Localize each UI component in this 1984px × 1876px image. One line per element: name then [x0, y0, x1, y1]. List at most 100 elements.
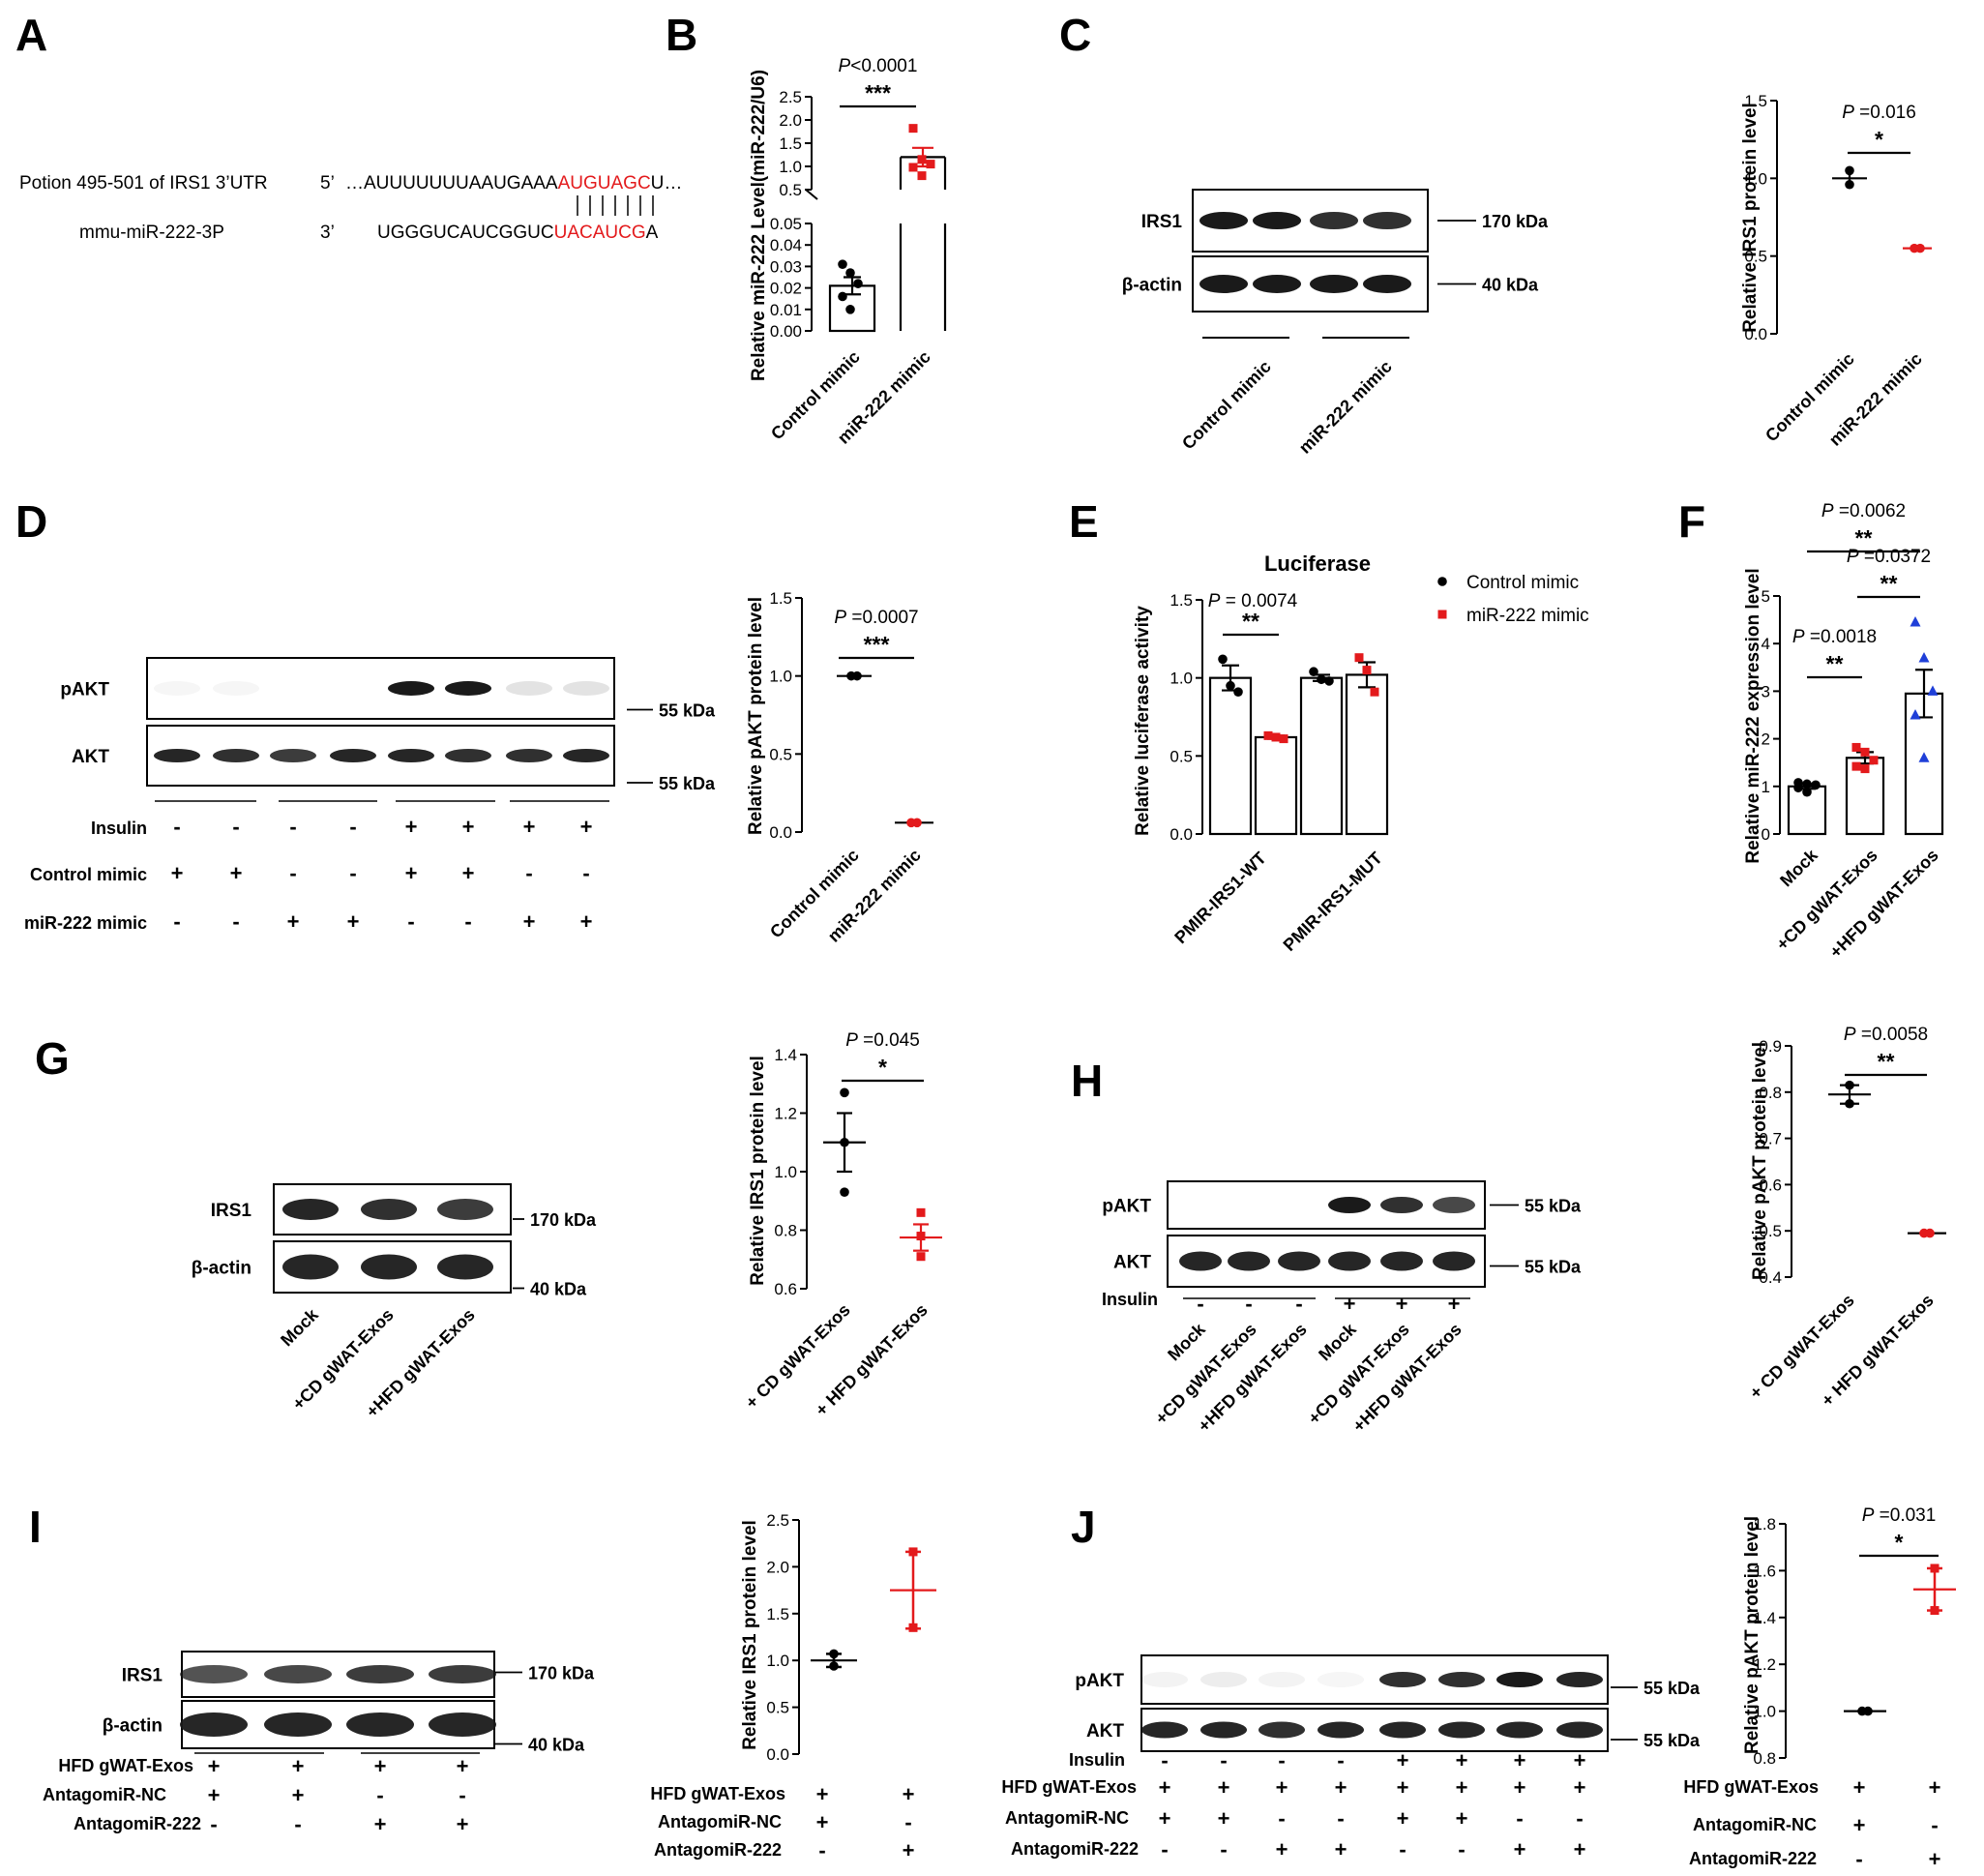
j-y-tick-label: 1.0 [1753, 1703, 1776, 1721]
h-row-label: AKT [1113, 1253, 1151, 1273]
d-condition-sign: - [232, 909, 239, 934]
d-condition-sign: - [173, 909, 180, 934]
g-x-label: Mock [277, 1304, 322, 1350]
d-p-value: P =0.0007 [834, 608, 918, 628]
b-upper-y-tick-label: 1.5 [779, 134, 802, 153]
i-chart-condition-sign: + [903, 1782, 915, 1806]
d-y-title: Relative pAKT protein level [746, 597, 766, 835]
j-p-value: P =0.031 [1862, 1505, 1937, 1526]
h-band [1278, 1251, 1320, 1271]
d-condition-sign: - [232, 815, 239, 839]
j-band [1379, 1721, 1426, 1739]
i-condition-sign: + [374, 1812, 387, 1836]
i-condition-sign: + [292, 1754, 305, 1778]
e-bar [1299, 676, 1344, 836]
g-significance-stars: * [878, 1055, 887, 1080]
j-condition-sign: + [1218, 1775, 1230, 1800]
d-band [213, 681, 259, 696]
d-condition-sign: + [405, 815, 418, 839]
h-x-label: Mock [1164, 1319, 1209, 1364]
c-y-tick-label: 0.0 [1744, 325, 1767, 343]
i-size-marker: 40 kDa [528, 1736, 585, 1755]
e-x-label: PMIR-IRS1-WT [1170, 849, 1270, 948]
i-row-label: β-actin [103, 1716, 163, 1737]
e-legend-label: Control mimic [1466, 573, 1579, 593]
j-condition-sign: + [1514, 1775, 1526, 1800]
g-point [916, 1232, 926, 1241]
b-upper-y-tick-label: 1.0 [779, 158, 802, 176]
j-condition-sign: - [1399, 1837, 1406, 1861]
c-y-tick-label: 1.5 [1744, 92, 1767, 110]
j-chart-condition-sign: + [1853, 1813, 1866, 1837]
g-row-label: IRS1 [211, 1201, 252, 1221]
j-chart-condition-sign: + [1853, 1775, 1866, 1800]
j-chart-condition-sign: + [1929, 1775, 1941, 1800]
i-chart-condition-label: AntagomiR-NC [658, 1812, 782, 1831]
c-y-title: Relative IRS1 protein level [1740, 103, 1761, 333]
j-band [1496, 1721, 1543, 1739]
j-condition-sign: - [1337, 1748, 1344, 1772]
j-condition-label: HFD gWAT-Exos [1001, 1777, 1137, 1797]
e-point [1362, 666, 1372, 675]
j-band [1141, 1672, 1188, 1687]
f-y-tick-label: 4 [1762, 635, 1770, 653]
f-y-title: Relative miR-222 expression level [1743, 568, 1763, 863]
d-row-label: pAKT [60, 680, 109, 700]
j-condition-sign: + [1397, 1806, 1409, 1831]
j-band [1200, 1672, 1247, 1687]
d-condition-sign: - [407, 909, 414, 934]
j-y-tick-label: 0.8 [1753, 1749, 1776, 1768]
i-point [829, 1649, 839, 1659]
c-band [1253, 212, 1301, 229]
h-insulin-sign: + [1448, 1292, 1461, 1316]
i-y-tick-label: 0.0 [766, 1745, 789, 1764]
e-y-title: Relative luciferase activity [1133, 606, 1153, 836]
h-point [1845, 1098, 1854, 1109]
i-chart-condition-sign: + [816, 1810, 829, 1834]
b-lower-y-tick-label: 0.00 [770, 322, 802, 341]
j-band [1556, 1721, 1603, 1739]
f-point [1802, 779, 1812, 789]
i-point [829, 1661, 839, 1671]
d-condition-sign: - [289, 861, 296, 885]
h-y-tick-label: 0.9 [1759, 1037, 1782, 1056]
e-legend-label: miR-222 mimic [1466, 606, 1589, 626]
i-band [180, 1665, 248, 1683]
h-insulin-sign: + [1344, 1292, 1356, 1316]
h-band [1228, 1251, 1270, 1271]
e-y-tick-label: 0.5 [1170, 747, 1193, 765]
panel-letter-h: H [1071, 1056, 1103, 1106]
i-chart-condition-label: AntagomiR-222 [654, 1840, 782, 1860]
j-size-marker: 55 kDa [1643, 1731, 1701, 1750]
panel-letter-c: C [1059, 10, 1091, 60]
b-lower-y-tick-label: 0.04 [770, 236, 802, 254]
f-point [1860, 747, 1870, 757]
h-point [1925, 1228, 1935, 1238]
d-point-control [852, 670, 862, 681]
j-condition-sign: - [1516, 1806, 1523, 1831]
c-p-value: P =0.016 [1842, 103, 1916, 123]
strand-5prime: 5’ [320, 173, 335, 194]
f-p-value: P =0.0018 [1792, 627, 1877, 647]
f-y-tick-label: 5 [1762, 587, 1770, 606]
j-condition-sign: - [1337, 1806, 1344, 1831]
j-condition-sign: + [1276, 1837, 1288, 1861]
f-significance-stars: ** [1855, 525, 1873, 551]
panel-letter-j: J [1071, 1502, 1096, 1552]
d-row-label: AKT [72, 747, 109, 767]
j-condition-sign: - [1278, 1806, 1285, 1831]
e-legend-marker-mimic [1437, 610, 1447, 619]
c-y-tick-label: 0.5 [1744, 248, 1767, 266]
b-significance-stars: *** [865, 80, 891, 105]
g-band [361, 1199, 417, 1220]
e-bar [1254, 735, 1298, 836]
d-blot-frame [146, 657, 615, 720]
d-condition-sign: + [462, 861, 475, 885]
i-y-tick-label: 2.0 [766, 1558, 789, 1576]
j-chart-condition-label: AntagomiR-NC [1693, 1815, 1817, 1834]
c-band [1253, 275, 1301, 293]
b-point-control [845, 305, 855, 314]
e-y-tick-label: 1.0 [1170, 670, 1193, 688]
i-band [180, 1712, 248, 1737]
d-band [388, 681, 434, 696]
